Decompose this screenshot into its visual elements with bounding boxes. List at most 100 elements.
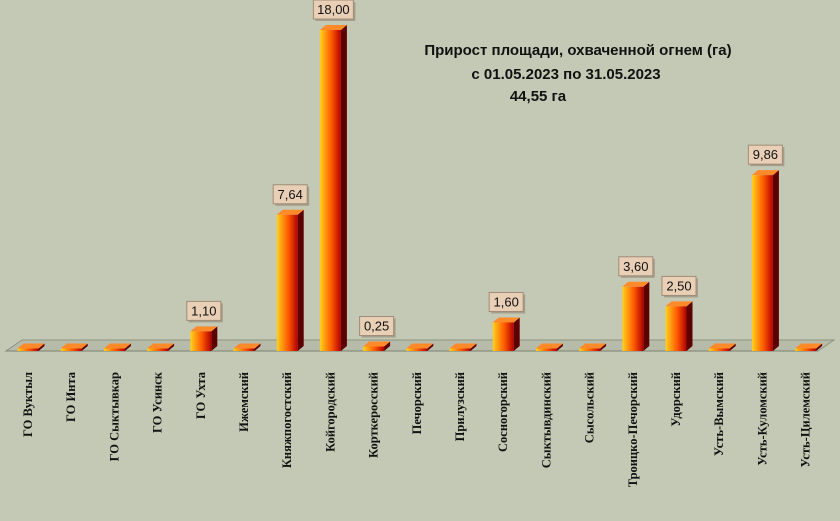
bar-front: [17, 348, 39, 351]
bar-top: [233, 343, 261, 349]
category-label: Усть-Куломский: [755, 372, 769, 466]
bar-top: [103, 343, 131, 349]
bar-top: [622, 281, 650, 287]
category-label: Троицко-Печорский: [626, 372, 640, 487]
category-label: Сысольский: [583, 372, 597, 443]
bar-top: [579, 343, 607, 349]
category-label: ГО Инта: [64, 371, 78, 422]
bar: [492, 317, 520, 351]
category-label: Сыктывдинский: [539, 372, 553, 468]
category-label: Удорский: [669, 372, 683, 427]
data-label: 3,60: [618, 256, 655, 278]
bar: [17, 343, 45, 351]
bar-front: [795, 348, 817, 351]
bar: [622, 281, 650, 351]
bar-front: [319, 30, 341, 351]
data-label-text: 3,60: [623, 259, 648, 274]
bar: [708, 343, 736, 351]
category-label: ГО Усинск: [151, 371, 165, 433]
bar-front: [708, 348, 730, 351]
bar-top: [708, 343, 736, 349]
data-label-box: [661, 275, 697, 296]
bar-front: [60, 348, 82, 351]
bar: [103, 343, 131, 351]
bar-side: [772, 170, 779, 351]
data-label: 7,64: [272, 184, 310, 206]
data-label-box: [186, 300, 222, 321]
bar-side: [427, 343, 434, 351]
data-label-text: 1,10: [191, 303, 216, 318]
category-label: Печорский: [410, 372, 424, 434]
bar-top: [795, 343, 823, 349]
bar-side: [556, 343, 563, 351]
bar-front: [406, 348, 428, 351]
category-label: ГО Сыктывкар: [107, 372, 121, 461]
data-label-box: [618, 256, 654, 277]
bar-side: [816, 343, 823, 351]
bar-side: [124, 343, 131, 351]
bar-front: [103, 348, 125, 351]
data-label-box: [747, 144, 783, 165]
bar-side: [600, 343, 607, 351]
data-label-text: 1,60: [494, 294, 519, 309]
bar-top: [449, 343, 477, 349]
data-label: 2,50: [661, 275, 698, 298]
bar-side: [686, 301, 693, 351]
bar-side: [384, 341, 391, 351]
data-label-text: 18,00: [317, 2, 350, 17]
bar-front: [276, 214, 298, 351]
bar-side: [38, 343, 45, 351]
data-label-box: [272, 184, 308, 205]
bar-side: [81, 343, 88, 351]
bar-side: [211, 326, 218, 351]
data-label-text: 2,50: [666, 278, 691, 293]
bar-top: [17, 343, 45, 349]
bar-top: [319, 25, 347, 30]
data-label: 18,00: [312, 0, 356, 21]
bar-front: [449, 348, 471, 351]
bar-front: [233, 348, 255, 351]
category-label: Ижемский: [237, 372, 251, 432]
bar-top: [751, 170, 779, 176]
bar-front: [492, 322, 514, 351]
bar: [319, 25, 347, 351]
data-label-box: [312, 0, 354, 20]
bar: [751, 170, 779, 351]
bar-top: [60, 343, 88, 349]
bar-top: [406, 343, 434, 349]
bar: [535, 343, 563, 351]
bars: 1,10 7,64 18,00 0,25 1,60 3,60 2,50 9,86: [17, 0, 823, 351]
category-label: Усть-Вымский: [712, 372, 726, 456]
bar-side: [513, 317, 520, 351]
bar-top: [535, 343, 563, 349]
bar-front: [535, 348, 557, 351]
bar: [406, 343, 434, 351]
bar: [147, 343, 175, 351]
data-label: 9,86: [747, 144, 785, 167]
bar-side: [254, 343, 261, 351]
bar-top: [665, 301, 693, 307]
category-label: Прилузский: [453, 372, 467, 441]
data-label: 0,25: [359, 316, 396, 338]
category-label: Сосногорский: [496, 372, 510, 452]
bar-top: [276, 209, 304, 215]
bar-front: [622, 286, 644, 351]
bar-side: [297, 209, 304, 351]
bar: [579, 343, 607, 351]
data-label: 1,10: [186, 300, 223, 323]
bar: [449, 343, 477, 351]
bar-top: [190, 326, 218, 332]
bar-side: [729, 343, 736, 351]
data-label-text: 7,64: [278, 187, 303, 202]
bar: [665, 301, 693, 351]
bar-side: [340, 25, 347, 351]
bar-top: [492, 317, 520, 323]
bar: [233, 343, 261, 351]
chart-title-line: Прирост площади, охваченной огнем (га): [424, 42, 731, 59]
data-label-box: [488, 291, 524, 312]
bar: [276, 209, 304, 351]
category-label: Койгородский: [323, 372, 337, 452]
category-label: ГО Вуктыл: [21, 372, 35, 437]
